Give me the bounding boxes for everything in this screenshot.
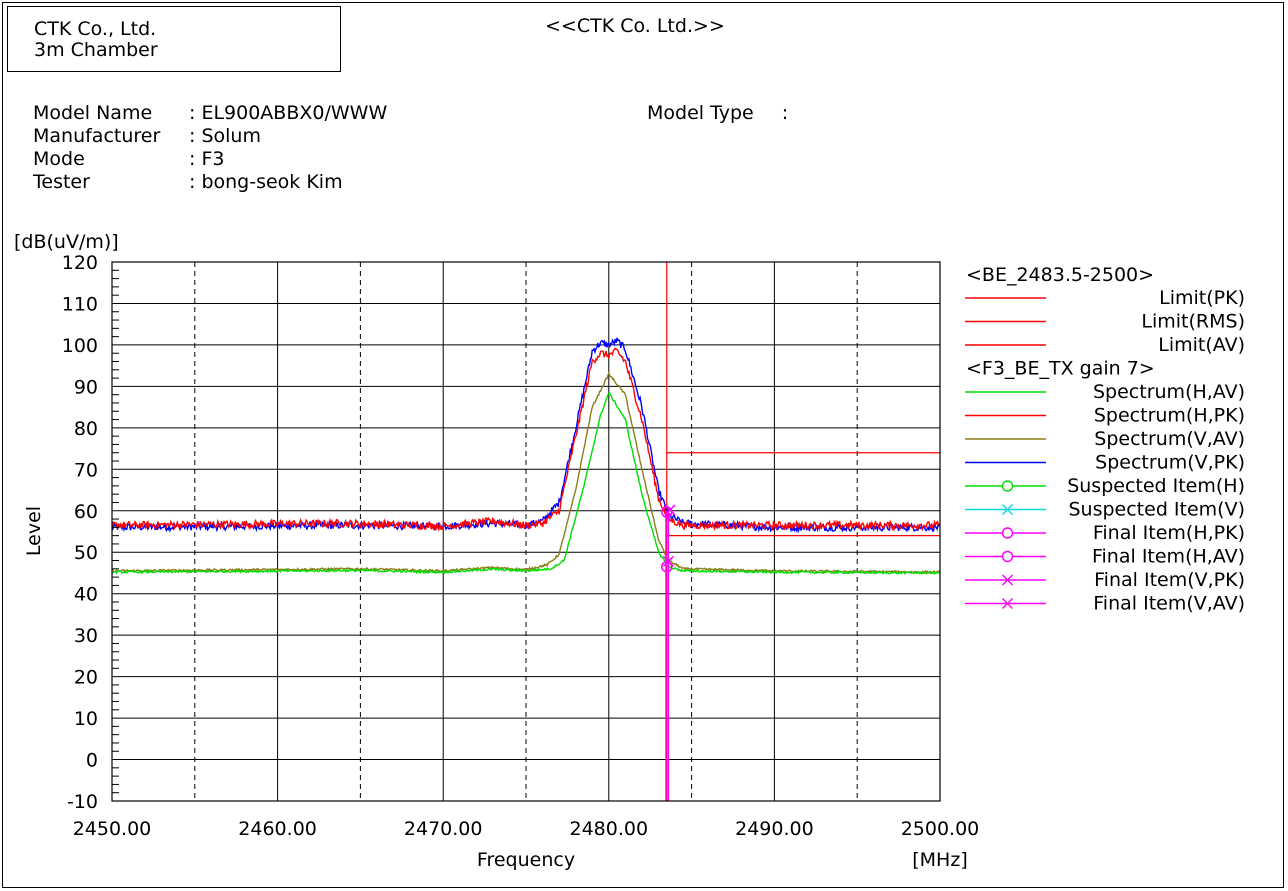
marker-circle [661, 506, 673, 518]
y-tick-label: 60 [74, 501, 98, 523]
legend-label: Final Item(V,AV) [1093, 593, 1245, 615]
y-tick-label: 10 [74, 708, 98, 730]
x-unit-label: [MHz] [912, 849, 967, 871]
y-axis-title: Level [23, 506, 45, 556]
legend-label: Spectrum(H,PK) [1094, 405, 1245, 427]
legend-marker [1001, 550, 1014, 563]
x-tick-label: 2480.00 [570, 818, 649, 840]
report-title: <<CTK Co. Ltd.>> [545, 15, 725, 37]
legend-label: Final Item(H,PK) [1093, 522, 1245, 544]
x-axis-title: Frequency [477, 849, 575, 871]
x-tick-label: 2500.00 [901, 818, 980, 840]
x-tick-label: 2460.00 [238, 818, 317, 840]
tester-value: : bong-seok Kim [189, 171, 343, 193]
legend-group-title: <F3_BE_TX gain 7> [966, 358, 1155, 380]
model-name-label: Model Name [33, 102, 153, 124]
legend-label: Spectrum(V,PK) [1095, 452, 1245, 474]
legend-group-title: <BE_2483.5-2500> [966, 264, 1154, 286]
y-tick-label: 90 [74, 376, 98, 398]
legend-marker [1002, 598, 1013, 609]
legend-marker [1001, 480, 1014, 492]
manufacturer-label: Manufacturer [33, 125, 161, 147]
final-item-markers [661, 504, 676, 801]
plot-border [111, 261, 941, 802]
y-tick-label: 70 [74, 459, 98, 481]
y-unit-label: [dB(uV/m)] [14, 231, 119, 253]
grid [112, 262, 940, 801]
legend-marker [1002, 504, 1013, 515]
chamber-name: 3m Chamber [34, 39, 158, 61]
legend-marker [1002, 574, 1013, 586]
mode-value: : F3 [189, 148, 225, 170]
legend-marker [1001, 527, 1014, 539]
y-tick-label: 50 [74, 542, 98, 564]
legend-label: Final Item(H,AV) [1092, 546, 1245, 568]
x-tick-label: 2490.00 [735, 818, 814, 840]
legend-label: Final Item(V,PK) [1094, 569, 1245, 591]
tester-label: Tester [33, 171, 90, 193]
model-type: Model Type: [647, 102, 788, 124]
y-tick-label: 80 [74, 418, 98, 440]
series-line [111, 392, 941, 576]
legend: <BE_2483.5-2500>Limit(PK)Limit(RMS)Limit… [965, 264, 1245, 615]
company-name: CTK Co., Ltd. [34, 18, 157, 40]
y-tick-label: 100 [62, 335, 98, 357]
mode-label: Mode [33, 148, 85, 170]
y-tick-label: 120 [62, 252, 98, 274]
legend-label: Limit(PK) [1159, 287, 1245, 309]
model-type-label: Model Type [647, 102, 754, 124]
model-type-value: : [781, 102, 789, 124]
legend-label: Spectrum(V,AV) [1094, 428, 1245, 450]
y-tick-label: -10 [67, 791, 98, 813]
model-name-value: : EL900ABBX0/WWW [189, 102, 388, 124]
x-tick-label: 2470.00 [404, 818, 483, 840]
series-line [111, 347, 941, 533]
manufacturer-value: : Solum [189, 125, 261, 147]
legend-label: Limit(AV) [1158, 334, 1245, 356]
y-tick-label: 30 [74, 625, 98, 647]
marker-circle [661, 560, 673, 573]
limit-lines [666, 262, 940, 801]
legend-label: Suspected Item(V) [1068, 499, 1245, 521]
legend-label: Spectrum(H,AV) [1093, 381, 1245, 403]
x-tick-label: 2450.00 [73, 818, 152, 840]
y-tick-label: 0 [86, 750, 98, 772]
legend-label: Limit(RMS) [1141, 311, 1245, 333]
legend-label: Suspected Item(H) [1067, 475, 1245, 497]
spectrum-traces [111, 337, 941, 576]
y-tick-label: 20 [74, 667, 98, 689]
y-tick-label: 110 [62, 293, 98, 315]
company-box: CTK Co., Ltd. 3m Chamber [7, 6, 341, 72]
y-tick-label: 40 [74, 584, 98, 606]
